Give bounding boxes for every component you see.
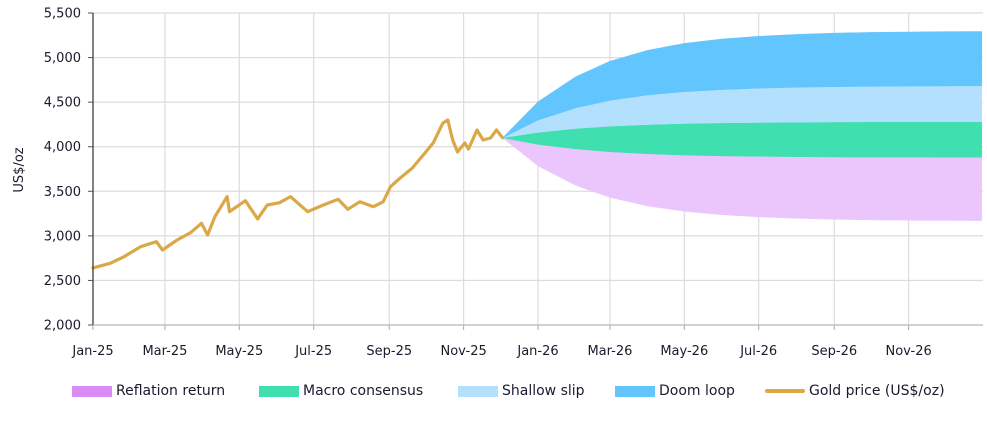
legend-item-gold-price: Gold price (US$/oz): [765, 380, 945, 402]
y-axis-label: US$/oz: [12, 147, 27, 192]
legend-item-shallow-slip: Shallow slip: [458, 380, 585, 402]
x-tick-label: Sep-26: [811, 344, 857, 359]
x-tick-label: Nov-25: [440, 344, 486, 359]
x-tick-label: Jan-25: [71, 344, 113, 359]
legend-label: Doom loop: [659, 383, 735, 399]
legend-swatch-reflation: [72, 385, 112, 397]
x-tick-label: Jul-26: [739, 344, 777, 359]
y-tick-label: 4,000: [44, 140, 81, 155]
x-tick-label: Jul-25: [294, 344, 332, 359]
y-tick-label: 3,000: [44, 229, 81, 244]
y-tick-label: 4,500: [44, 96, 81, 111]
x-tick-label: Mar-26: [587, 344, 632, 359]
y-tick-label: 2,000: [44, 319, 81, 334]
legend-item-doom-loop: Doom loop: [615, 380, 735, 402]
x-tick-label: May-25: [215, 344, 263, 359]
legend-item-reflation-return: Reflation return: [72, 380, 225, 402]
gold-price-line-group: [91, 118, 505, 270]
y-tick-label: 2,500: [44, 274, 81, 289]
legend-swatch-macro: [259, 385, 299, 397]
x-tick-label: Sep-25: [366, 344, 412, 359]
axes: 2,000 2,500 3,000 3,500 4,000 4,500 5,000 5,500…: [44, 7, 983, 359]
legend-swatch-shallow: [458, 385, 498, 397]
legend-swatch-gold: [765, 389, 805, 393]
x-tick-label: Nov-26: [885, 344, 931, 359]
legend-label: Reflation return: [116, 383, 226, 399]
y-tick-label: 5,500: [44, 7, 81, 22]
legend-label: Macro consensus: [303, 383, 424, 399]
x-tick-label: Jan-26: [516, 344, 558, 359]
legend-swatch-doom: [615, 385, 655, 397]
legend: Reflation return Macro consensus Shallow…: [0, 380, 987, 402]
legend-label: Gold price (US$/oz): [809, 383, 945, 399]
x-tick-label: Mar-25: [142, 344, 187, 359]
y-tick-label: 5,000: [44, 51, 81, 66]
y-tick-label: 3,500: [44, 185, 81, 200]
legend-item-macro-consensus: Macro consensus: [259, 380, 423, 402]
legend-label: Shallow slip: [502, 383, 585, 399]
scenario-bands: [502, 31, 983, 221]
band-doom-loop: [502, 31, 983, 139]
x-tick-label: May-26: [660, 344, 708, 359]
gold-price-line: [91, 118, 505, 270]
